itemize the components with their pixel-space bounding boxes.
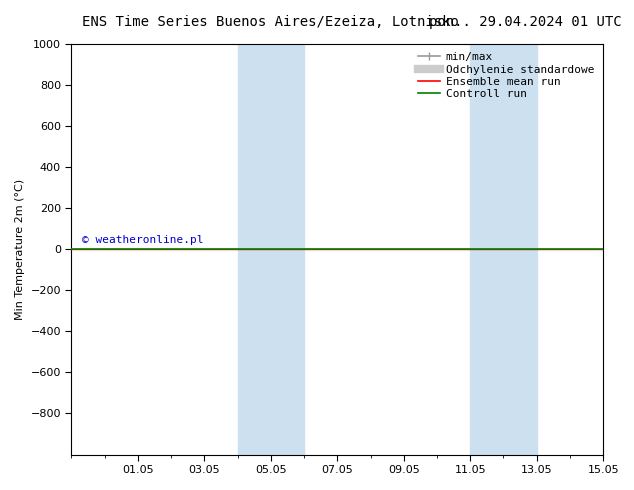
Y-axis label: Min Temperature 2m (°C): Min Temperature 2m (°C) <box>15 178 25 319</box>
Text: ENS Time Series Buenos Aires/Ezeiza, Lotnisko: ENS Time Series Buenos Aires/Ezeiza, Lot… <box>82 15 459 29</box>
Bar <box>238 44 304 455</box>
Text: pon.. 29.04.2024 01 UTC: pon.. 29.04.2024 01 UTC <box>429 15 621 29</box>
Legend: min/max, Odchylenie standardowe, Ensemble mean run, Controll run: min/max, Odchylenie standardowe, Ensembl… <box>415 49 598 102</box>
Bar <box>470 44 537 455</box>
Text: © weatheronline.pl: © weatheronline.pl <box>82 235 204 245</box>
